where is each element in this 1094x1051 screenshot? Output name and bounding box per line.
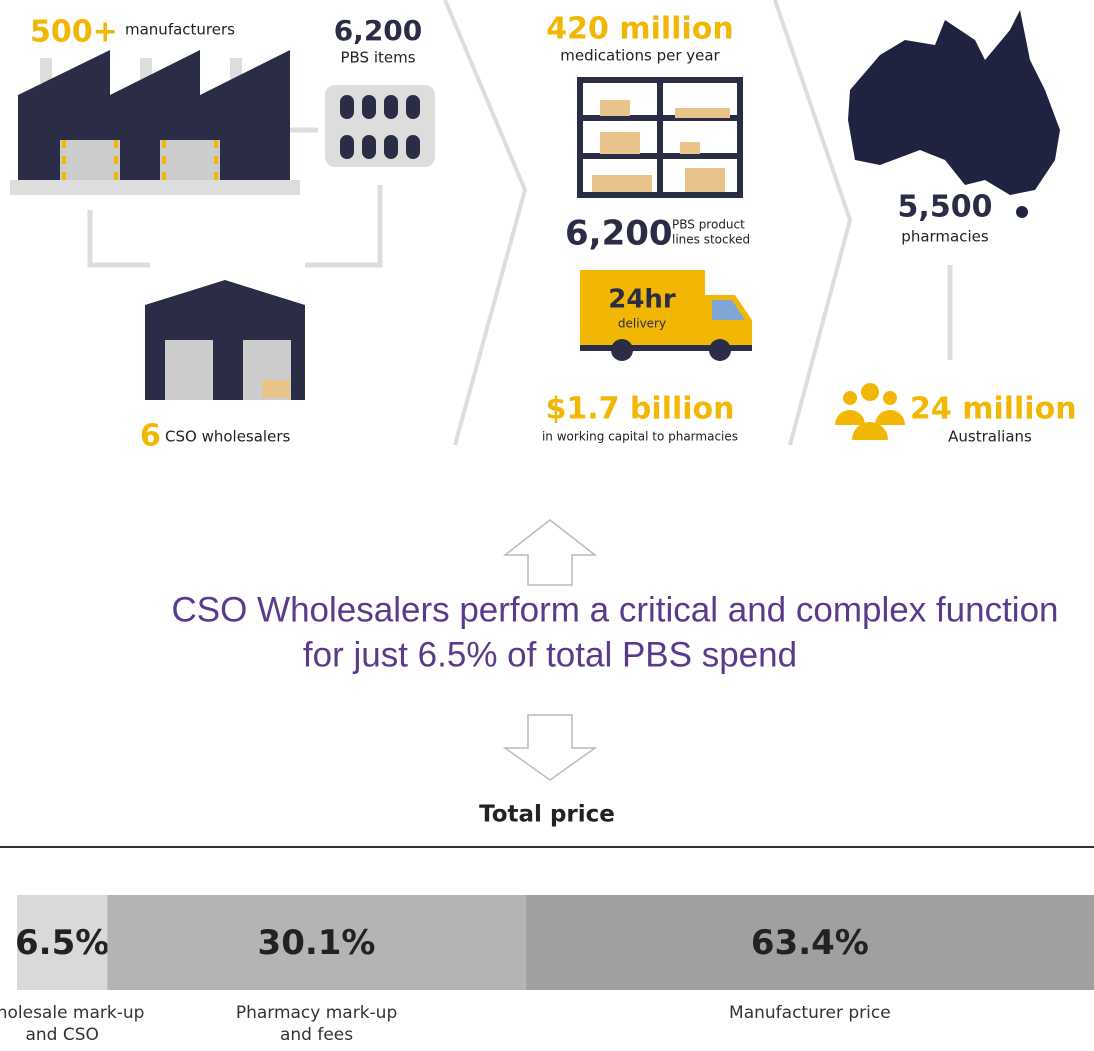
stat-number: 6,200 (334, 14, 423, 47)
stat-number: 6,200 (565, 214, 673, 254)
australia-map (848, 10, 1060, 218)
category-label: Manufacturer price (729, 1003, 891, 1023)
factory-icon (10, 50, 300, 195)
warehouse-icon (145, 280, 305, 400)
pill-pack-icon (325, 85, 435, 167)
shelf-icon (577, 77, 743, 198)
stat-number: 24 million (910, 392, 1077, 427)
arrow-down (502, 714, 598, 781)
people-icon (835, 383, 905, 440)
headline: CSO Wholesalers perform a critical and c… (171, 590, 1058, 629)
category-label: Wholesale mark-up and CSO (0, 1003, 145, 1045)
stat-label: medications per year (560, 47, 720, 65)
headline: for just 6.5% of total PBS spend (303, 635, 797, 674)
stat-label: in working capital to pharmacies (542, 430, 738, 444)
stat-label: CSO wholesalers (165, 428, 290, 446)
bar-segment (525, 895, 1094, 990)
connectors (87, 127, 953, 360)
stat-label: Australians (948, 428, 1032, 446)
stat-label: pharmacies (901, 228, 989, 246)
chevrons (443, 0, 853, 446)
stat-number: 420 million (546, 12, 733, 47)
stat-label: manufacturers (125, 21, 235, 39)
stat-number: 5,500 (898, 190, 993, 225)
chart-title: Total price (479, 802, 615, 828)
truck-icon (580, 270, 752, 361)
value-label: 30.1% (258, 923, 376, 963)
category-label: Pharmacy mark-up and fees (235, 1003, 398, 1045)
stat-label: PBS items (340, 49, 415, 67)
value-label: 63.4% (751, 923, 869, 963)
stat-label: delivery (618, 317, 666, 331)
stat-label: PBS product (672, 218, 745, 232)
stat-label: lines stocked (672, 233, 750, 247)
stat-number: $1.7 billion (545, 392, 734, 427)
stat-number: 6 (140, 419, 161, 454)
value-label: 6.5% (15, 923, 109, 963)
arrow-up (502, 519, 598, 586)
bar-segment (107, 895, 526, 990)
bar-segment (17, 895, 108, 990)
stat-number: 500+ (30, 15, 118, 50)
stat-number: 24hr (608, 285, 676, 315)
